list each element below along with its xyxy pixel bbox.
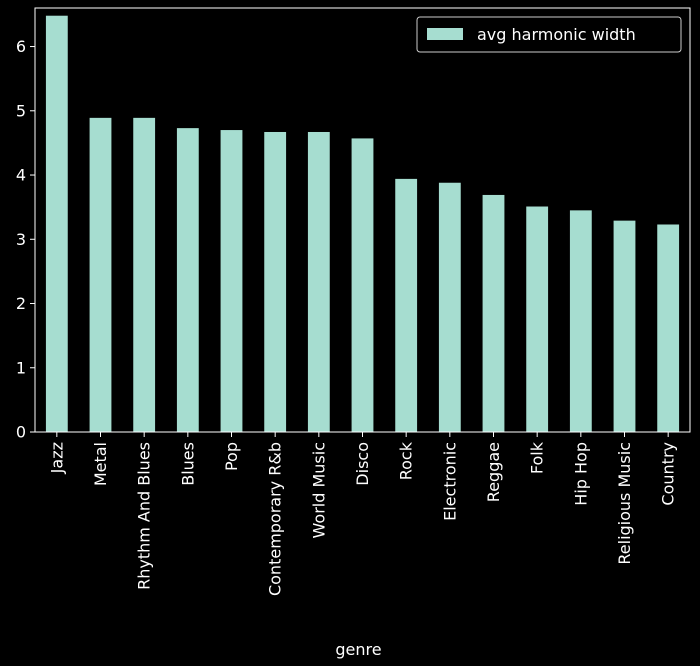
x-tick-label: Disco xyxy=(353,442,372,486)
y-axis: 0 1 2 3 4 5 6 xyxy=(16,37,35,442)
x-tick-label: Religious Music xyxy=(615,442,634,565)
y-tick-label: 1 xyxy=(16,358,26,377)
y-tick-label: 3 xyxy=(16,230,26,249)
bar xyxy=(220,130,243,432)
x-axis: Jazz Metal Rhythm And Blues Blues Pop Contemp… xyxy=(47,432,678,596)
y-tick-label: 4 xyxy=(16,166,26,185)
bar xyxy=(657,224,680,432)
y-tick-label: 2 xyxy=(16,294,26,313)
legend-label: avg harmonic width xyxy=(477,25,636,44)
bar xyxy=(438,182,461,432)
bar xyxy=(307,131,330,432)
x-tick-label: Pop xyxy=(222,442,241,471)
bar xyxy=(569,210,592,432)
x-tick-label: Hip Hop xyxy=(571,442,590,506)
legend: avg harmonic width xyxy=(416,16,682,53)
y-tick-label: 0 xyxy=(16,423,26,442)
y-tick-label: 5 xyxy=(16,101,26,120)
x-tick-label: Country xyxy=(659,442,678,506)
x-tick-label: Blues xyxy=(178,442,197,486)
bars-group xyxy=(45,15,680,433)
y-tick-label: 6 xyxy=(16,37,26,56)
bar xyxy=(45,15,68,432)
x-tick-label: Reggae xyxy=(484,442,503,502)
x-tick-label: Folk xyxy=(528,441,547,474)
x-axis-label: genre xyxy=(335,640,381,659)
bar xyxy=(482,194,505,432)
bar xyxy=(133,117,156,432)
x-tick-label: Jazz xyxy=(47,442,66,474)
x-tick-label: Metal xyxy=(91,442,110,486)
bar xyxy=(526,206,549,432)
legend-swatch xyxy=(427,28,463,40)
bar xyxy=(264,131,287,432)
x-tick-label: World Music xyxy=(309,442,328,538)
x-tick-label: Rock xyxy=(397,441,416,480)
x-tick-label: Electronic xyxy=(440,442,459,521)
bar xyxy=(89,117,112,432)
plot-frame xyxy=(34,7,691,433)
bar xyxy=(613,220,636,432)
legend-box xyxy=(416,16,682,53)
bar xyxy=(351,138,374,433)
bar xyxy=(395,178,418,432)
bar xyxy=(176,128,199,432)
x-tick-label: Rhythm And Blues xyxy=(135,442,154,590)
x-tick-label: Contemporary R&b xyxy=(266,442,285,596)
